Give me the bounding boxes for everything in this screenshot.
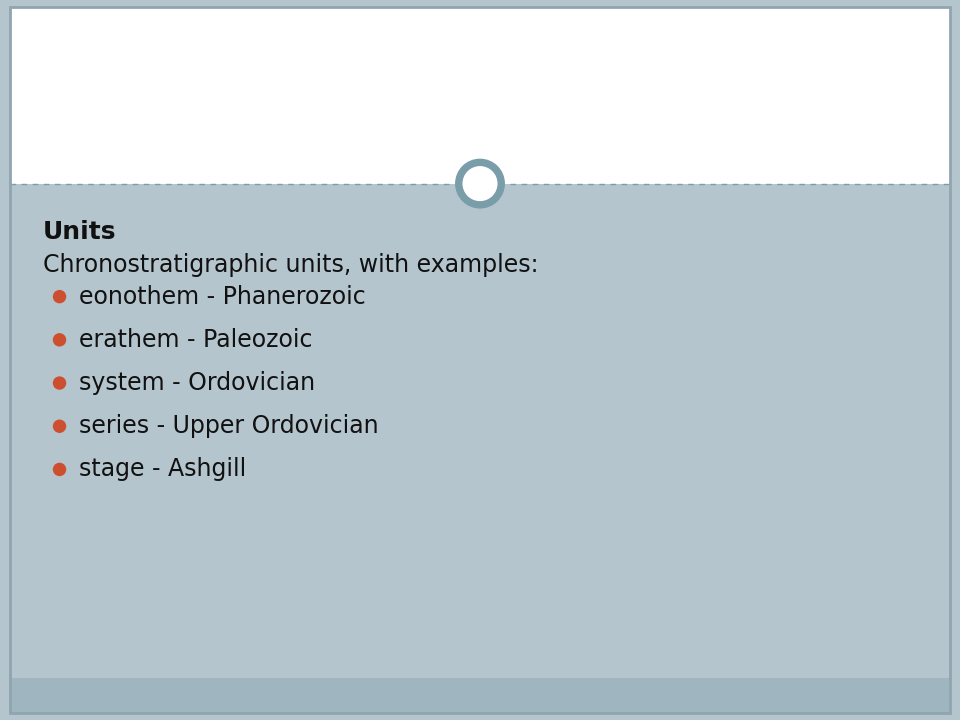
Text: stage - Ashgill: stage - Ashgill [79, 457, 246, 482]
Ellipse shape [53, 290, 66, 303]
Text: series - Upper Ordovician: series - Upper Ordovician [79, 414, 378, 438]
Ellipse shape [53, 420, 66, 433]
Ellipse shape [53, 463, 66, 476]
FancyBboxPatch shape [10, 678, 950, 713]
Ellipse shape [462, 166, 498, 202]
FancyBboxPatch shape [10, 7, 950, 184]
Text: Units: Units [43, 220, 117, 243]
Ellipse shape [455, 158, 505, 209]
Ellipse shape [53, 377, 66, 390]
Text: Chronostratigraphic units, with examples:: Chronostratigraphic units, with examples… [43, 253, 539, 277]
Text: system - Ordovician: system - Ordovician [79, 371, 315, 395]
Text: eonothem - Phanerozoic: eonothem - Phanerozoic [79, 284, 366, 309]
Text: erathem - Paleozoic: erathem - Paleozoic [79, 328, 312, 352]
Ellipse shape [53, 333, 66, 346]
